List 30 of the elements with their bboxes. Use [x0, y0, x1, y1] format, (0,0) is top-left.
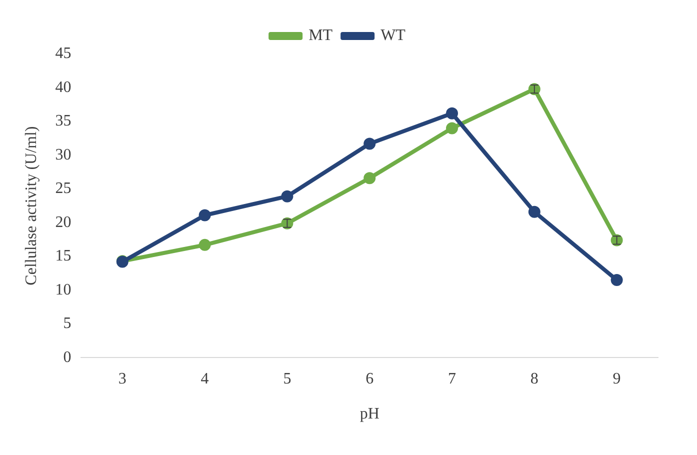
- y-tick-label: 45: [55, 45, 72, 62]
- y-tick-label: 15: [55, 248, 72, 265]
- point: [446, 107, 458, 120]
- y-tick-label: 35: [55, 112, 72, 130]
- x-tick-label: 5: [283, 370, 292, 388]
- x-tick-label: 4: [200, 370, 209, 388]
- point: [446, 122, 458, 134]
- point: [198, 238, 211, 251]
- point: [281, 190, 294, 202]
- x-tick-label: 3: [118, 370, 126, 388]
- y-tick-label: 10: [55, 281, 72, 298]
- y-tick-label: 0: [63, 348, 72, 366]
- legend-label: WT: [380, 27, 406, 44]
- x-tick-label: 9: [612, 370, 621, 388]
- point: [528, 206, 540, 218]
- x-axis-title: pH: [360, 406, 380, 423]
- y-tick-label: 40: [55, 78, 72, 96]
- x-tick-label: 8: [530, 370, 538, 388]
- y-tick-label: 30: [55, 146, 72, 164]
- x-tick-label: 6: [366, 370, 374, 388]
- legend-label: MT: [308, 27, 333, 44]
- point: [610, 274, 623, 286]
- point: [198, 209, 211, 222]
- y-tick-label: 20: [55, 214, 72, 231]
- point: [364, 138, 376, 150]
- point: [364, 172, 376, 184]
- y-tick-label: 25: [55, 180, 72, 198]
- y-axis-title: Cellulase activity (U/ml): [22, 126, 40, 286]
- y-tick-label: 5: [63, 315, 72, 332]
- x-tick-label: 7: [448, 370, 456, 388]
